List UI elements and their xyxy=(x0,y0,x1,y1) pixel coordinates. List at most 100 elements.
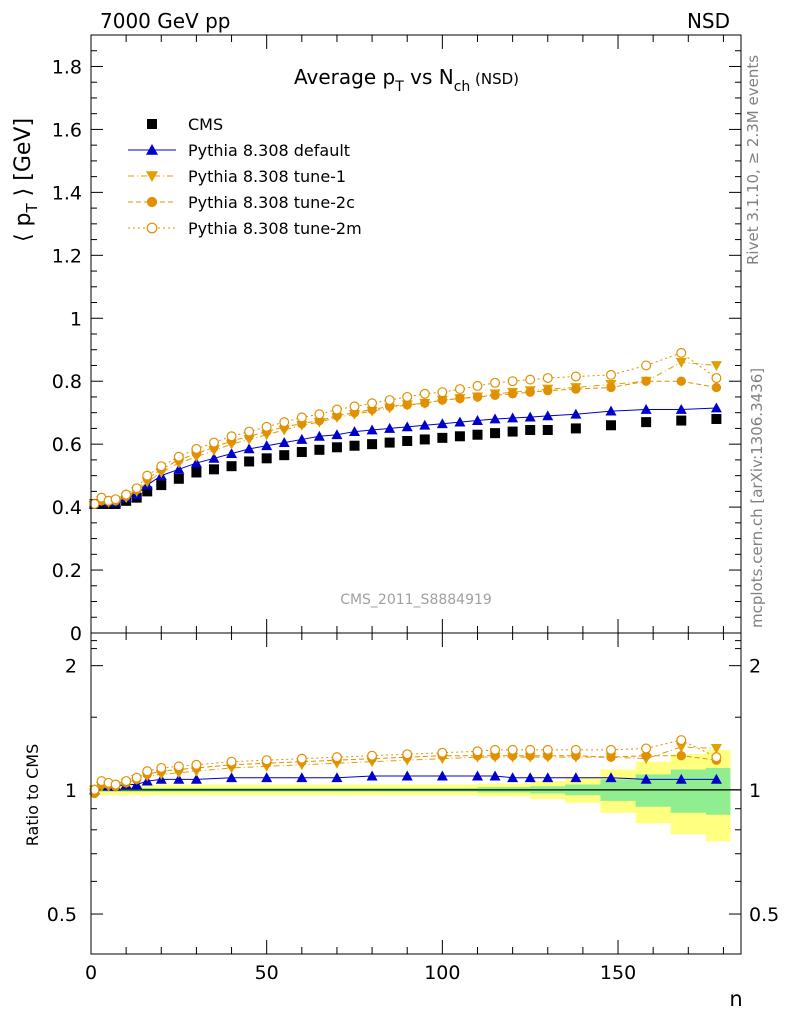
data-point xyxy=(543,385,553,396)
data-point xyxy=(243,443,255,454)
ratio-data-point xyxy=(131,772,142,783)
ratio-data-point xyxy=(191,759,202,770)
data-point xyxy=(191,443,202,454)
data-point xyxy=(641,360,652,371)
data-point xyxy=(507,389,518,399)
data-point xyxy=(524,411,536,422)
data-point xyxy=(313,430,325,441)
ratio-data-point xyxy=(401,770,413,781)
series-line xyxy=(94,407,717,505)
ratio-data-point xyxy=(472,746,483,757)
data-point xyxy=(296,433,308,444)
data-point xyxy=(640,404,652,414)
data-point xyxy=(570,371,581,382)
data-point xyxy=(472,392,483,402)
header-right-label: NSD xyxy=(687,9,730,33)
data-point xyxy=(454,384,465,395)
data-point xyxy=(279,417,290,428)
ratio-data-point xyxy=(525,744,536,755)
data-point xyxy=(367,439,378,450)
data-point xyxy=(542,373,553,384)
legend: CMS Pythia 8.308 default Pythia 8.308 tune… xyxy=(128,115,362,238)
data-point xyxy=(419,434,430,445)
data-point xyxy=(331,442,342,453)
data-point xyxy=(570,423,581,434)
main-y-axis-label: ⟨ pT ⟩ [GeV] xyxy=(11,118,41,242)
data-point xyxy=(190,457,202,468)
main-y-tick-label: 0.8 xyxy=(52,371,82,393)
ratio-data-point xyxy=(471,770,483,781)
data-point xyxy=(455,393,465,404)
ratio-data-point xyxy=(190,773,202,784)
data-point xyxy=(605,405,617,416)
data-point xyxy=(349,401,360,412)
ratio-data-point xyxy=(711,752,722,763)
data-point xyxy=(542,424,553,435)
data-point xyxy=(278,437,290,447)
data-point xyxy=(173,451,184,462)
ratio-data-point xyxy=(605,772,617,783)
mcplots-side-label: mcplots.cern.ch [arXiv:1306.3436] xyxy=(748,368,766,628)
main-chart-title: Average pT vs Nch (NSD) xyxy=(294,65,519,95)
ratio-data-point xyxy=(261,772,273,783)
legend-label: Pythia 8.308 default xyxy=(188,141,350,160)
data-point xyxy=(419,388,430,399)
data-point xyxy=(402,391,413,402)
data-point xyxy=(490,390,500,401)
main-axes: 0 0.2 0.4 0.6 0.8 1 1.2 1.4 1.6 1.8 xyxy=(52,35,741,645)
data-point xyxy=(261,440,273,451)
legend-entry-pythia-8-308-tune-2c: Pythia 8.308 tune-2c xyxy=(128,193,355,212)
data-point xyxy=(490,377,501,388)
ratio-data-point xyxy=(402,749,413,760)
main-y-tick-label: 0.4 xyxy=(52,497,82,519)
data-point xyxy=(244,426,255,437)
ratio-data-point xyxy=(89,784,100,795)
data-point xyxy=(89,498,100,509)
data-point xyxy=(419,419,431,430)
ratio-data-point xyxy=(605,744,616,755)
ratio-data-point xyxy=(507,772,519,783)
data-point xyxy=(710,402,722,413)
rivet-side-label: Rivet 3.1.10, ≥ 2.3M events xyxy=(744,55,762,265)
ratio-data-point xyxy=(436,770,448,781)
ratio-data-point xyxy=(173,761,184,772)
data-point xyxy=(606,382,616,393)
x-tick-label: 150 xyxy=(600,962,636,984)
data-point xyxy=(384,422,396,433)
legend-entry-pythia-8-308-tune-1: Pythia 8.308 tune-1 xyxy=(128,167,346,186)
data-point xyxy=(314,409,325,420)
ratio-data-point xyxy=(226,772,238,783)
main-y-tick-label: 1.6 xyxy=(52,119,82,141)
data-point xyxy=(525,424,536,435)
data-point xyxy=(156,461,167,472)
data-point xyxy=(121,489,132,500)
data-point xyxy=(208,464,219,475)
ratio-data-point xyxy=(156,762,167,773)
x-tick-label: 0 xyxy=(85,962,97,984)
ratio-data-point xyxy=(366,770,378,781)
data-point xyxy=(208,452,220,463)
main-y-tick-label: 1 xyxy=(70,308,82,330)
data-point xyxy=(571,384,581,394)
data-point xyxy=(384,437,395,448)
data-point xyxy=(226,448,238,458)
ratio-y-tick-label-left: 0.5 xyxy=(47,904,77,926)
ratio-data-point xyxy=(675,773,687,784)
data-point xyxy=(366,424,378,435)
data-point xyxy=(402,436,413,447)
ratio-data-point xyxy=(142,766,153,777)
ratio-data-point xyxy=(110,779,121,790)
header-left-label: 7000 GeV pp xyxy=(100,9,231,33)
main-y-tick-label: 0.6 xyxy=(52,434,82,456)
ratio-data-point xyxy=(524,772,536,783)
data-point xyxy=(436,418,448,429)
data-point xyxy=(676,415,687,426)
data-point xyxy=(472,429,483,440)
main-y-tick-label: 0.2 xyxy=(52,560,82,582)
data-point xyxy=(675,357,687,368)
data-point xyxy=(471,415,483,425)
legend-marker xyxy=(146,171,158,182)
ratio-data-point xyxy=(641,751,651,761)
ratio-y-tick-label-right: 2 xyxy=(749,656,761,678)
data-point xyxy=(454,416,466,427)
